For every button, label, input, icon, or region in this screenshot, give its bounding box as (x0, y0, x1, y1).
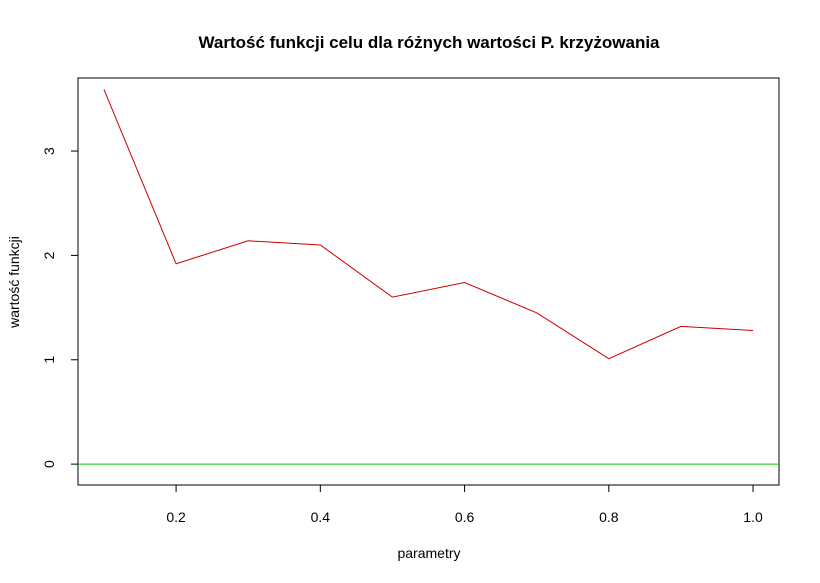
series-line (103, 89, 754, 360)
chart-title: Wartość funkcji celu dla różnych wartośc… (198, 33, 660, 52)
x-tick-label: 0.6 (455, 509, 475, 525)
x-axis-label: parametry (397, 545, 460, 561)
y-axis-label: wartość funkcji (6, 236, 22, 329)
y-tick-label: 0 (41, 460, 57, 468)
y-tick-label: 3 (41, 147, 57, 155)
y-tick-label: 2 (41, 251, 57, 259)
y-axis: 0 1 2 3 (41, 147, 79, 468)
plot-frame (77, 77, 780, 486)
x-axis: 0.2 0.4 0.6 0.8 1.0 (166, 484, 763, 525)
series-layer (103, 89, 754, 360)
x-tick-label: 1.0 (743, 509, 763, 525)
x-tick-label: 0.8 (599, 509, 619, 525)
x-tick-label: 0.2 (166, 509, 186, 525)
y-tick-label: 1 (41, 356, 57, 364)
x-tick-label: 0.4 (311, 509, 331, 525)
